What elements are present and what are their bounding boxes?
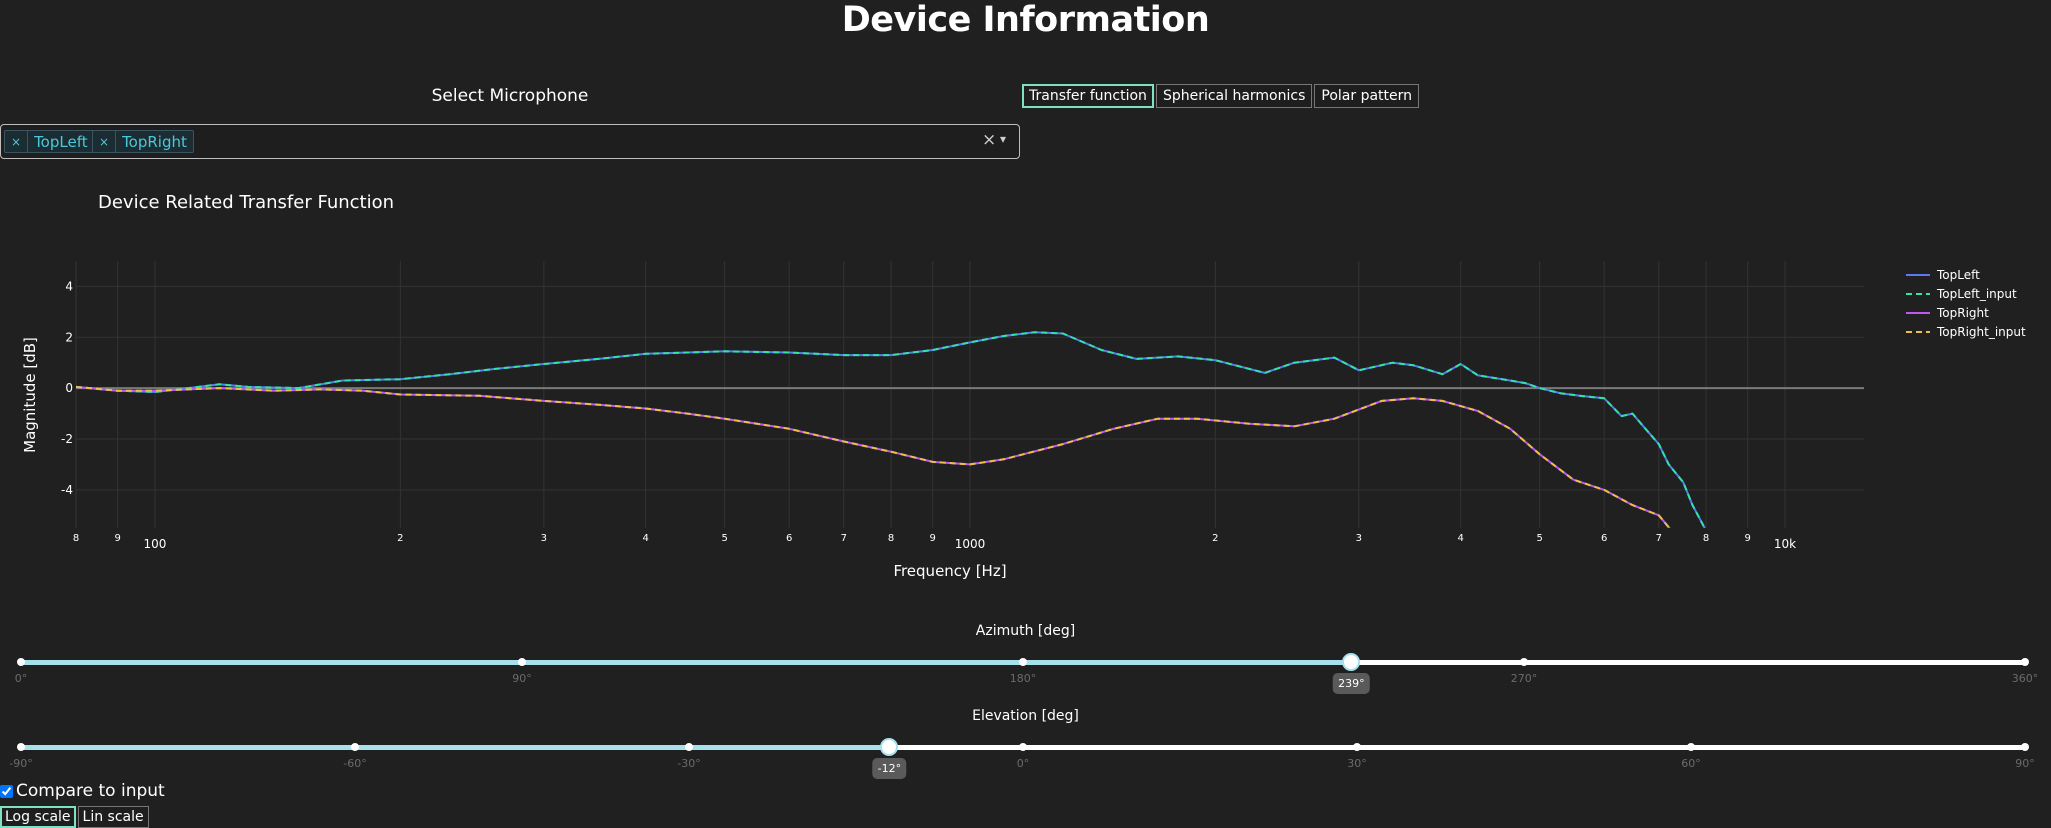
- x-tick-label: 4: [1458, 533, 1464, 544]
- series-line-topright-input: [76, 385, 1671, 528]
- azimuth-slider-mark-dot: [518, 658, 526, 666]
- x-tick-label: 5: [1536, 533, 1542, 544]
- azimuth-slider-mark-dot: [1019, 658, 1027, 666]
- series-line-topleft-input: [76, 331, 1706, 528]
- legend-label: TopLeft_input: [1936, 287, 2017, 301]
- elevation-slider-mark-dot: [1019, 743, 1027, 751]
- x-tick-label: 5: [721, 533, 727, 544]
- legend-label: TopRight_input: [1936, 325, 2026, 339]
- x-tick-label: 2: [397, 533, 403, 544]
- y-tick-label: 2: [65, 330, 73, 344]
- x-tick-label: 9: [115, 533, 121, 544]
- x-tick-label: 8: [73, 533, 79, 544]
- elevation-slider-mark-dot: [351, 743, 359, 751]
- page-title: Device Information: [841, 0, 1210, 40]
- x-tick-label: 10k: [1774, 537, 1796, 551]
- x-tick-label: 100: [144, 537, 167, 551]
- azimuth-slider-mark-label: 270°: [1510, 672, 1538, 685]
- elevation-slider-mark-dot: [2021, 743, 2029, 751]
- select-microphone-label: Select Microphone: [431, 86, 589, 106]
- azimuth-slider-mark-label: 180°: [1009, 672, 1037, 685]
- azimuth-slider-mark-dot: [2021, 658, 2029, 666]
- x-tick-label: 6: [786, 533, 792, 544]
- y-tick-label: 4: [65, 279, 73, 293]
- azimuth-slider-mark-dot: [1520, 658, 1528, 666]
- tag-label: TopLeft: [34, 132, 88, 151]
- tab-transfer-function[interactable]: Transfer function: [1022, 84, 1154, 108]
- azimuth-slider-track-fill: [21, 660, 1352, 665]
- elevation-slider-mark-label: -60°: [343, 757, 367, 770]
- remove-tag-icon[interactable]: ×: [93, 131, 117, 152]
- azimuth-slider-mark-label: 0°: [14, 672, 28, 685]
- chevron-down-icon[interactable]: ▾: [1000, 132, 1007, 146]
- scale-toggle: Log scale Lin scale: [0, 806, 149, 828]
- azimuth-slider-handle[interactable]: [1342, 653, 1361, 671]
- elevation-slider-mark-dot: [1353, 743, 1361, 751]
- y-tick-label: -2: [61, 432, 73, 446]
- elevation-slider-mark-label: -30°: [677, 757, 701, 770]
- tab-polar-pattern[interactable]: Polar pattern: [1314, 84, 1420, 108]
- elevation-slider-mark-dot: [1687, 743, 1695, 751]
- x-tick-label: 6: [1601, 533, 1607, 544]
- x-axis-label: Frequency [Hz]: [893, 562, 1006, 580]
- microphone-multiselect[interactable]: × TopLeft × TopRight: [0, 124, 1020, 159]
- lin-scale-button[interactable]: Lin scale: [77, 806, 149, 828]
- x-tick-label: 1000: [955, 537, 986, 551]
- plot-area: [76, 331, 1706, 528]
- elevation-slider-handle[interactable]: [880, 738, 899, 756]
- y-tick-label: -4: [61, 483, 73, 497]
- chart-title: Device Related Transfer Function: [98, 192, 395, 213]
- view-tabs: Transfer function Spherical harmonics Po…: [1022, 84, 1420, 108]
- azimuth-slider-mark-dot: [17, 658, 25, 666]
- elevation-slider-mark-label: 60°: [1681, 757, 1701, 770]
- clear-selection-icon[interactable]: ×: [982, 130, 997, 150]
- elevation-slider-mark-label: 90°: [2015, 757, 2035, 770]
- elevation-slider-mark-label: 0°: [1016, 757, 1030, 770]
- x-tick-label: 7: [1656, 533, 1662, 544]
- elevation-slider-mark-dot: [17, 743, 25, 751]
- x-tick-label: 7: [841, 533, 847, 544]
- legend-label: TopRight: [1936, 306, 1989, 320]
- azimuth-label: Azimuth [deg]: [975, 623, 1076, 639]
- x-tick-label: 3: [541, 533, 547, 544]
- x-tick-label: 2: [1212, 533, 1218, 544]
- x-tick-label: 9: [1745, 533, 1751, 544]
- elevation-slider-mark-label: 30°: [1347, 757, 1367, 770]
- elevation-slider-mark-label: -90°: [9, 757, 33, 770]
- legend-label: TopLeft: [1936, 268, 1980, 282]
- compare-to-input[interactable]: Compare to input: [0, 781, 165, 801]
- x-tick-label: 4: [642, 533, 648, 544]
- y-axis-label: Magnitude [dB]: [21, 337, 39, 453]
- selected-mic-tag: × TopRight: [92, 130, 194, 153]
- x-tick-label: 9: [930, 533, 936, 544]
- series-line-topright: [76, 385, 1671, 528]
- elevation-slider-track-fill: [21, 745, 890, 750]
- azimuth-slider-mark-label: 360°: [2011, 672, 2039, 685]
- log-scale-button[interactable]: Log scale: [0, 806, 76, 828]
- transfer-function-chart[interactable]: 8 9 100 2 3 4 5 6 7 8 9 1000 2 3 4 5 6 7 8 9 10k 4 2 0 -2 -4 Frequ…: [0, 245, 2051, 585]
- elevation-label: Elevation [deg]: [972, 708, 1079, 724]
- y-tick-label: 0: [65, 381, 73, 395]
- tab-spherical-harmonics[interactable]: Spherical harmonics: [1155, 84, 1313, 108]
- azimuth-slider-mark-label: 90°: [512, 672, 532, 685]
- x-tick-label: 8: [888, 533, 894, 544]
- selected-mic-tag: × TopLeft: [4, 130, 95, 153]
- remove-tag-icon[interactable]: ×: [5, 131, 29, 152]
- elevation-slider-value-tooltip: -12°: [872, 758, 907, 779]
- azimuth-slider-value-tooltip: 239°: [1333, 673, 1370, 694]
- x-tick-label: 3: [1356, 533, 1362, 544]
- compare-label: Compare to input: [16, 781, 165, 801]
- compare-checkbox[interactable]: [0, 784, 13, 798]
- x-tick-label: 8: [1703, 533, 1709, 544]
- tag-label: TopRight: [122, 132, 187, 151]
- elevation-slider-mark-dot: [685, 743, 693, 751]
